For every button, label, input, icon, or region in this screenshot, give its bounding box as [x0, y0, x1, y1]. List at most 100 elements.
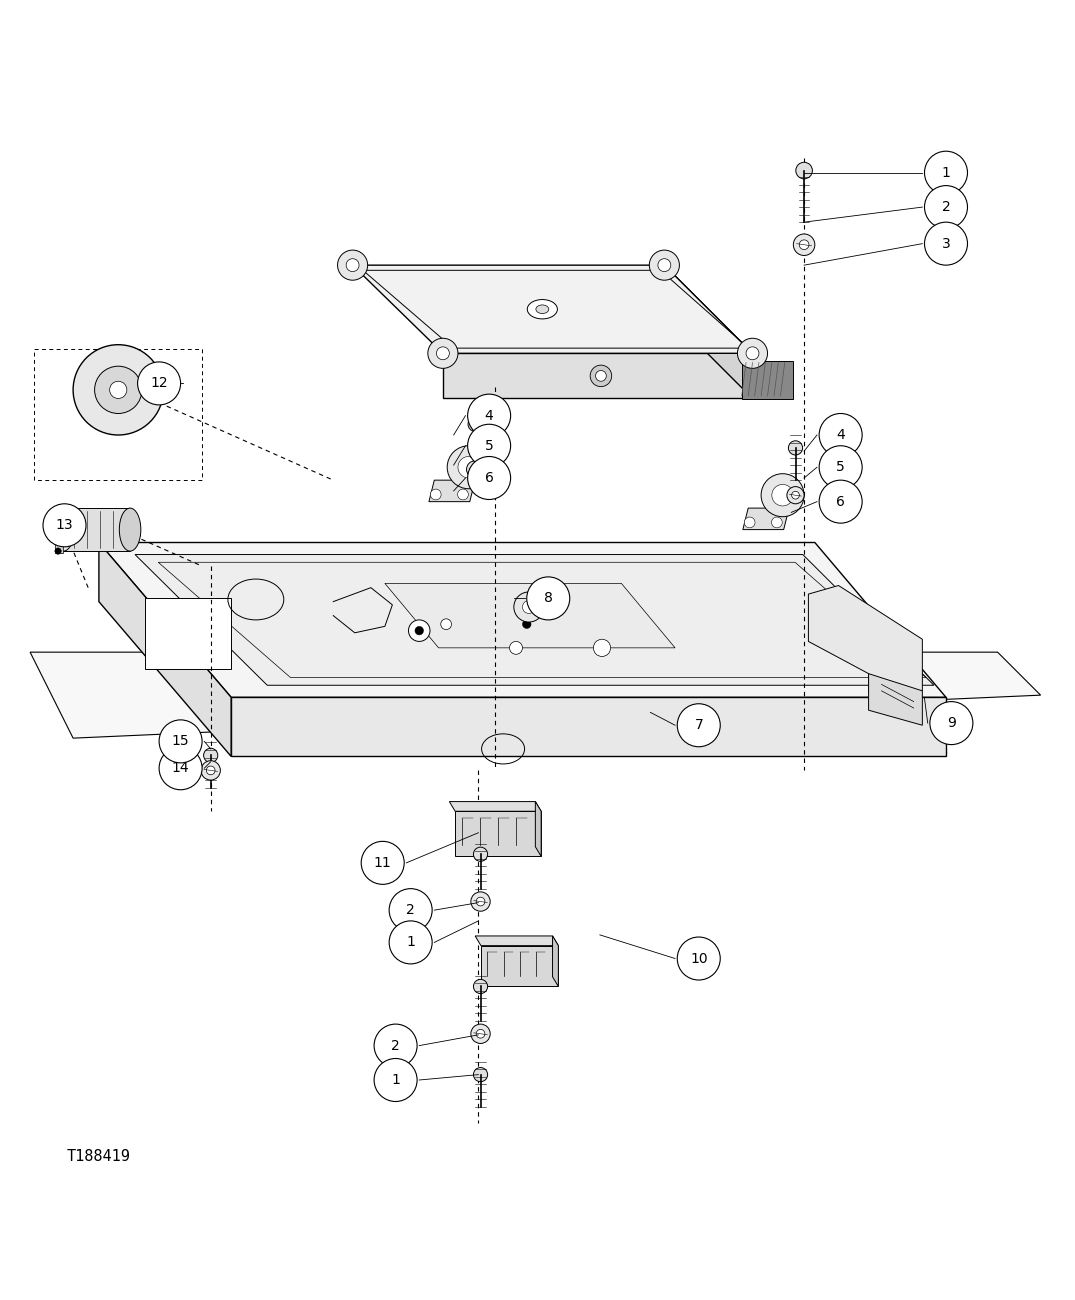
Circle shape: [788, 441, 803, 455]
Circle shape: [436, 347, 449, 360]
Polygon shape: [553, 936, 558, 987]
Circle shape: [389, 920, 432, 963]
Ellipse shape: [527, 299, 557, 318]
Circle shape: [468, 417, 483, 432]
Text: 1: 1: [406, 936, 415, 949]
Circle shape: [761, 473, 804, 516]
Text: 15: 15: [172, 734, 189, 749]
Polygon shape: [429, 480, 475, 502]
Circle shape: [473, 848, 488, 862]
Circle shape: [924, 151, 968, 194]
Text: 5: 5: [485, 439, 493, 452]
Circle shape: [819, 413, 862, 456]
Text: 3: 3: [942, 237, 950, 251]
Circle shape: [467, 460, 484, 478]
Circle shape: [744, 517, 755, 528]
Circle shape: [677, 937, 720, 980]
Text: 2: 2: [406, 903, 415, 918]
Circle shape: [458, 456, 479, 478]
Polygon shape: [353, 265, 752, 354]
Circle shape: [471, 1024, 490, 1044]
Circle shape: [791, 491, 800, 499]
Circle shape: [473, 979, 488, 993]
Text: 13: 13: [56, 519, 73, 532]
Circle shape: [473, 1067, 488, 1082]
Polygon shape: [535, 802, 541, 857]
Circle shape: [514, 592, 544, 621]
Polygon shape: [664, 265, 752, 398]
Circle shape: [374, 1024, 417, 1067]
Circle shape: [408, 620, 430, 641]
Circle shape: [819, 480, 862, 523]
Circle shape: [55, 547, 61, 554]
Circle shape: [527, 577, 570, 620]
Text: 4: 4: [836, 428, 845, 442]
Polygon shape: [99, 542, 231, 757]
Circle shape: [476, 1030, 485, 1039]
Polygon shape: [475, 936, 558, 945]
Polygon shape: [443, 354, 752, 398]
Circle shape: [737, 338, 768, 368]
Circle shape: [338, 250, 368, 281]
Circle shape: [428, 338, 458, 368]
Circle shape: [658, 259, 671, 272]
Text: 6: 6: [485, 471, 493, 485]
Circle shape: [468, 394, 511, 437]
Ellipse shape: [53, 508, 74, 551]
Text: 1: 1: [391, 1072, 400, 1087]
Text: 4: 4: [485, 408, 493, 422]
Circle shape: [389, 889, 432, 932]
Polygon shape: [449, 802, 541, 811]
Circle shape: [201, 760, 220, 780]
Circle shape: [510, 641, 522, 654]
Circle shape: [746, 347, 759, 360]
Circle shape: [677, 703, 720, 746]
Circle shape: [471, 465, 479, 473]
Circle shape: [590, 365, 612, 386]
Circle shape: [799, 240, 809, 250]
Polygon shape: [99, 542, 946, 697]
Circle shape: [415, 627, 424, 634]
Circle shape: [447, 446, 490, 489]
Text: 10: 10: [690, 952, 707, 966]
Circle shape: [924, 186, 968, 229]
Circle shape: [346, 259, 359, 272]
Text: 12: 12: [151, 377, 168, 390]
Circle shape: [930, 702, 973, 745]
Circle shape: [206, 766, 215, 775]
Circle shape: [73, 344, 163, 436]
Circle shape: [522, 620, 531, 628]
Circle shape: [43, 504, 86, 547]
Circle shape: [203, 749, 218, 762]
Polygon shape: [743, 508, 789, 529]
Text: 9: 9: [947, 716, 956, 731]
Polygon shape: [742, 361, 793, 399]
Circle shape: [793, 234, 815, 256]
Polygon shape: [808, 585, 922, 690]
Circle shape: [476, 897, 485, 906]
Circle shape: [787, 486, 804, 504]
Circle shape: [819, 446, 862, 489]
Circle shape: [796, 162, 813, 179]
Circle shape: [110, 381, 127, 398]
Polygon shape: [231, 697, 946, 757]
Polygon shape: [63, 508, 130, 551]
Text: 2: 2: [391, 1039, 400, 1053]
Polygon shape: [55, 541, 63, 554]
Circle shape: [772, 485, 793, 506]
Ellipse shape: [535, 306, 549, 313]
Circle shape: [159, 720, 202, 763]
Polygon shape: [869, 673, 922, 725]
Circle shape: [522, 601, 535, 614]
Circle shape: [649, 250, 679, 281]
Text: 6: 6: [836, 494, 845, 508]
Text: 7: 7: [694, 718, 703, 732]
Circle shape: [772, 517, 783, 528]
Text: 11: 11: [374, 855, 391, 870]
Circle shape: [593, 640, 611, 656]
Text: 14: 14: [172, 762, 189, 775]
Circle shape: [458, 489, 469, 500]
Polygon shape: [481, 945, 558, 987]
Circle shape: [468, 424, 511, 467]
Circle shape: [471, 892, 490, 911]
